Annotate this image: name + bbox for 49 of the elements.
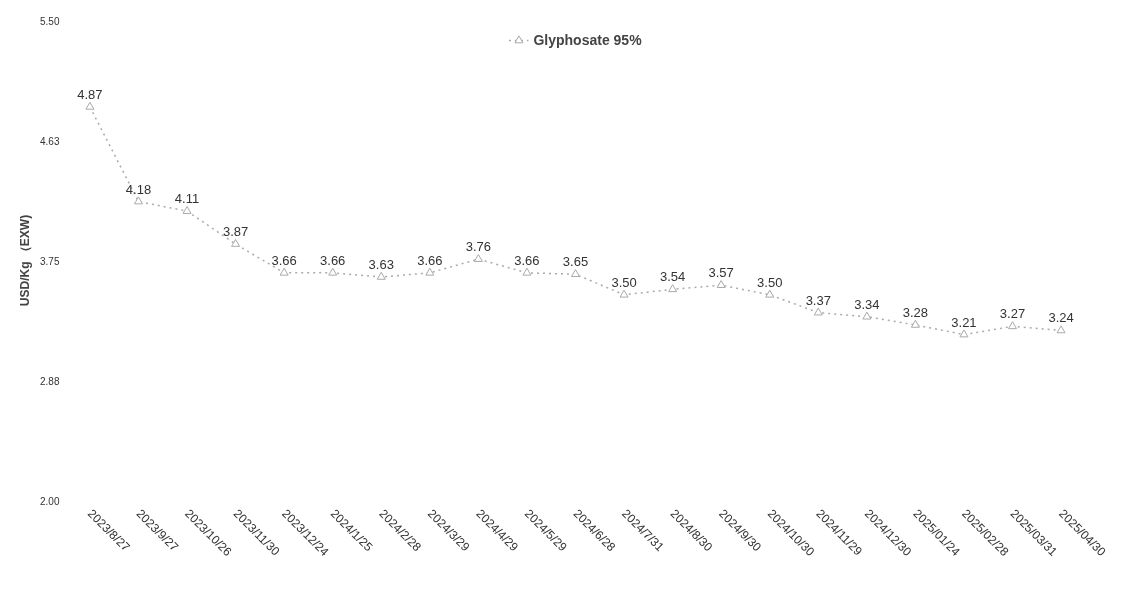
point [473, 254, 483, 262]
y-tick-label: 4.63 [40, 135, 60, 147]
data-label: 3.76 [465, 239, 492, 255]
data-label: 3.66 [514, 252, 540, 268]
point [522, 267, 532, 276]
point [862, 311, 872, 320]
data-label: 3.54 [659, 269, 686, 285]
legend-label: Glyphosate 95% [533, 32, 642, 48]
point [182, 206, 192, 214]
point [716, 280, 726, 288]
data-label: 3.24 [1048, 310, 1074, 326]
data-label: 3.50 [611, 274, 637, 290]
y-axis-title: USD/Kg （EXW) [18, 214, 33, 307]
y-tick-label: 2.00 [40, 495, 60, 507]
point [279, 267, 289, 276]
data-label: 3.87 [222, 224, 249, 240]
data-label: 3.63 [368, 256, 394, 272]
data-label: 3.37 [805, 292, 831, 308]
data-label: 3.66 [271, 252, 297, 268]
data-label: 4.87 [77, 86, 103, 102]
point [813, 307, 823, 316]
data-label: 4.18 [125, 181, 152, 197]
data-label: 3.50 [757, 274, 783, 290]
point [133, 196, 143, 205]
data-label: 3.28 [902, 304, 929, 320]
y-tick-label: 2.88 [40, 375, 60, 387]
point [668, 284, 678, 293]
point [85, 101, 95, 110]
data-label: 3.57 [708, 265, 734, 281]
data-label: 3.27 [999, 306, 1026, 322]
y-tick-label: 3.75 [40, 255, 60, 267]
data-label: 3.21 [951, 314, 977, 330]
point [959, 329, 969, 338]
point [910, 319, 920, 328]
point [328, 267, 338, 276]
point [619, 289, 629, 298]
data-label: 4.11 [174, 191, 200, 207]
point [376, 271, 386, 280]
point [1056, 325, 1066, 334]
data-label: 3.66 [417, 252, 443, 268]
data-label: 3.66 [320, 252, 346, 268]
point [765, 289, 775, 298]
point [231, 238, 241, 247]
data-label: 3.65 [562, 254, 589, 270]
point [425, 267, 435, 276]
y-tick-label: 5.50 [40, 15, 60, 27]
point [571, 269, 580, 278]
data-label: 3.34 [854, 296, 880, 312]
point [1008, 321, 1018, 330]
